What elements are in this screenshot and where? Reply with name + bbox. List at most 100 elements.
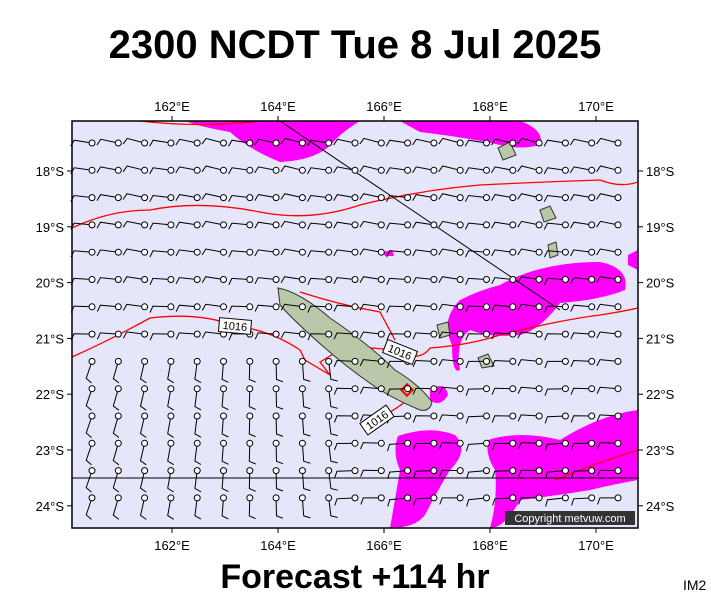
wind-barb [248,443,256,465]
wind-barb [122,331,145,339]
lat-label: 24°S [646,499,675,514]
wind-barb [139,361,147,384]
station [456,467,464,475]
lat-label: 22°S [36,387,65,402]
station [456,412,464,420]
wind-barb [201,137,224,145]
station [561,166,569,174]
station [220,303,227,311]
wind-barb [139,443,147,466]
station [404,385,412,393]
station [272,248,280,256]
station [509,139,517,147]
station [561,248,569,256]
station [561,276,569,283]
station [325,467,333,475]
wind-barb [112,443,120,466]
station [535,194,543,202]
station [509,194,517,202]
wind-barb [359,276,382,283]
wind-barb [438,193,461,200]
wind-barb [275,415,284,437]
station [483,303,490,311]
wind-barb [466,497,487,507]
station [509,412,517,420]
wind-barb [517,469,540,477]
wind-barb [112,415,120,438]
wind-barb [307,194,329,202]
station [561,412,569,420]
wind-barb [465,305,487,313]
wind-barb [333,277,356,285]
station [141,412,149,420]
station [614,276,622,283]
wind-barb [412,166,434,174]
station [483,494,490,502]
station [141,357,149,365]
wind-barb [490,166,513,174]
wind-barb [194,388,202,411]
station [561,467,569,475]
station [377,221,385,229]
wind-barb [301,497,311,519]
station [430,221,438,229]
station [430,412,438,420]
station [114,276,122,283]
isobar-label: 1016 [222,320,247,334]
lat-label: 23°S [646,443,675,458]
station [325,139,333,147]
station [298,330,306,338]
lat-label: 22°S [646,387,675,402]
wind-barb [569,166,592,174]
station [114,221,122,229]
wind-barb [175,221,198,229]
station [246,494,254,502]
wind-barb [438,331,461,339]
lon-label: 170°E [578,538,614,553]
station [88,139,96,147]
station [377,494,385,502]
station [614,139,622,147]
station [483,248,490,256]
wind-barb [333,332,356,340]
station [588,439,596,447]
station [298,357,306,365]
wind-barb [412,387,434,395]
station [430,439,438,447]
wind-barb [517,165,540,173]
wind-barb [228,139,250,147]
station [246,439,254,447]
wind-barb [122,276,145,283]
station [351,439,359,447]
wind-barb [149,139,171,147]
station [588,194,596,202]
wind-barb [85,470,93,493]
wind-barb [194,443,202,465]
wind-barb [439,497,461,505]
wind-barb [413,470,434,478]
wind-barb [149,277,171,286]
wind-barb [328,497,338,518]
wind-barb [571,497,592,506]
wind-barb [149,250,171,258]
wind-barb [254,221,277,229]
wind-barb [492,470,513,478]
wind-barb [328,415,338,437]
station [377,139,385,147]
wind-barb [334,442,356,451]
station [167,385,175,393]
wind-barb [412,277,434,285]
wind-barb [596,442,619,450]
wind-barb [386,250,408,258]
wind-barb [280,303,303,311]
station [614,166,622,174]
wind-barb [438,137,461,145]
station [404,303,412,311]
station [430,166,438,174]
wind-barb [597,497,618,505]
wind-barb [221,443,229,465]
station [167,357,175,365]
station [614,194,622,202]
station [456,248,464,256]
wind-barb [275,497,284,519]
